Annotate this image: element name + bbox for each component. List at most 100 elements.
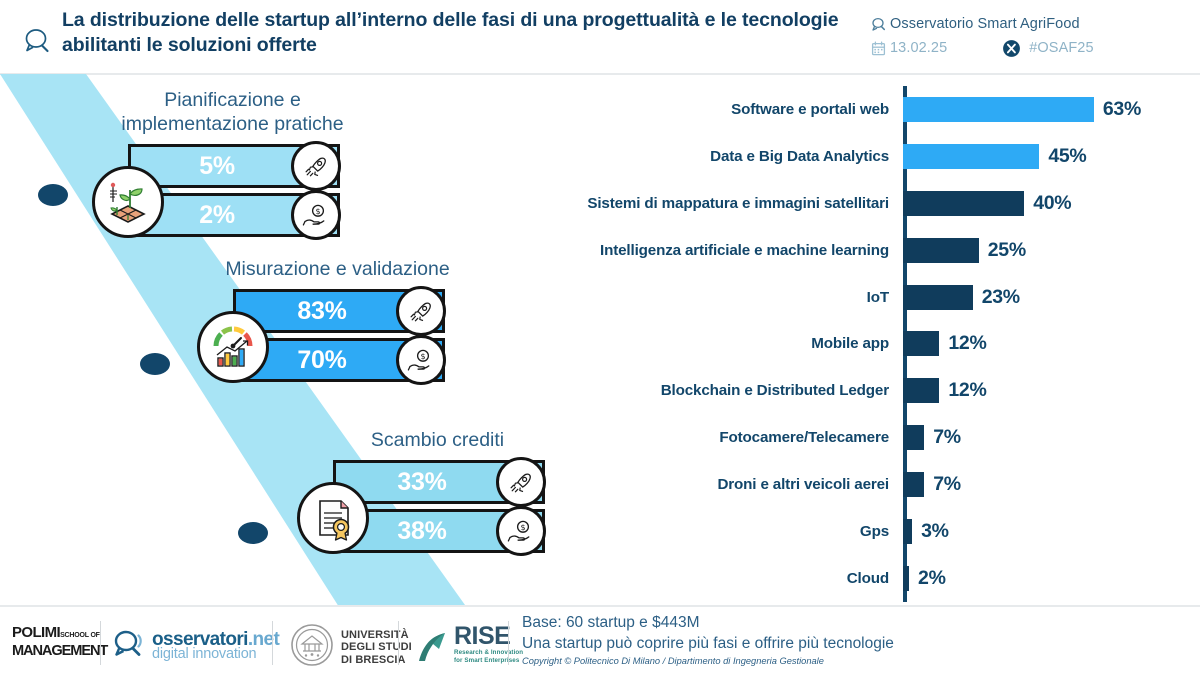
chart-bar-container: 2% <box>897 555 1195 602</box>
chart-row: Droni e altri veicoli aerei 7% <box>460 461 1195 508</box>
polimi-line1-small: SCHOOL OF <box>60 632 100 639</box>
chart-bar <box>903 378 940 404</box>
rocket-icon <box>496 457 546 507</box>
chart-bar-container: 63% <box>897 86 1195 133</box>
phase-title: Pianificazione e implementazione pratich… <box>121 89 344 135</box>
chart-category-label: Droni e altri veicoli aerei <box>717 476 889 494</box>
hand-money-icon: $ <box>396 335 446 385</box>
chart-value-label: 3% <box>921 520 949 543</box>
chart-category-label: Data e Big Data Analytics <box>710 147 889 165</box>
multi-phase-note: Una startup può coprire più fasi e offri… <box>522 635 894 652</box>
hand-money-icon: $ <box>496 506 546 556</box>
chart-value-label: 25% <box>987 238 1026 261</box>
chart-value-label: 12% <box>948 379 987 402</box>
phase-title: Scambio crediti <box>370 429 505 451</box>
chart-bar-container: 25% <box>897 227 1195 274</box>
rocket-icon <box>291 141 341 191</box>
chart-category-label: Fotocamere/Telecamere <box>719 429 889 447</box>
certificate-document-icon <box>297 482 369 554</box>
chart-bar <box>903 425 925 451</box>
chart-category-label: Intelligenza artificiale e machine learn… <box>600 241 889 259</box>
chart-category-label: Cloud <box>846 569 889 587</box>
osservatori-name: osservatori <box>152 628 248 650</box>
date-social-row: 13.02.25 #OSAF25 <box>866 36 1186 60</box>
svg-text:$: $ <box>420 352 425 361</box>
chart-value-label: 12% <box>948 332 987 355</box>
polimi-line2: MANAGEMENT <box>12 643 108 659</box>
page-footer: POLIMISCHOOL OF MANAGEMENT osservatori.n… <box>0 607 1200 678</box>
osservatori-magnifier-icon <box>20 24 54 58</box>
chart-bar-container: 7% <box>897 461 1195 508</box>
publication-date: 13.02.25 <box>890 40 948 56</box>
polimi-logo: POLIMISCHOOL OF MANAGEMENT <box>12 624 108 660</box>
phase-row-value: 5% <box>199 151 235 180</box>
phase-bars: 33% 38% $ <box>297 457 546 556</box>
x-twitter-icon <box>999 39 1023 58</box>
timeline-dot <box>140 353 170 375</box>
footer-separator <box>508 621 509 665</box>
osservatori-logo: osservatori.net digital innovation <box>110 626 280 667</box>
rise-tagline-1: Research & Innovation <box>454 649 524 656</box>
chart-category-label: Sistemi di mappatura e immagini satellit… <box>587 194 889 212</box>
unibs-line1: UNIVERSITÀ <box>341 628 409 641</box>
osservatori-suffix: .net <box>247 628 280 650</box>
header-meta: Osservatorio Smart AgriFood 13.02.25 #OS… <box>866 12 1186 60</box>
phase-bars: 5% 2% $ <box>92 141 341 240</box>
chart-row: Mobile app 12% <box>460 321 1195 368</box>
phase-row: 38% $ <box>333 506 546 556</box>
footer-divider <box>0 605 1200 607</box>
timeline-dot <box>238 522 268 544</box>
chart-bar <box>903 565 910 591</box>
magnifier-icon <box>866 16 890 33</box>
chart-value-label: 7% <box>933 473 961 496</box>
gauge-chart-icon <box>197 311 269 383</box>
osservatori-tagline: digital innovation <box>152 645 257 662</box>
footer-notes: Base: 60 startup e $443M Una startup può… <box>522 612 894 666</box>
chart-value-label: 2% <box>918 566 946 589</box>
rocket-icon <box>396 286 446 336</box>
timeline-dot <box>38 184 68 206</box>
chart-row: Blockchain e Distributed Ledger 12% <box>460 367 1195 414</box>
chart-row: Data e Big Data Analytics 45% <box>460 133 1195 180</box>
phase-row-value: 2% <box>199 200 235 229</box>
page-header: La distribuzione delle startup all’inter… <box>0 0 1200 74</box>
osservatori-magnifier-icon <box>110 626 146 667</box>
phase-row-value: 70% <box>297 345 347 374</box>
chart-bar-container: 12% <box>897 321 1195 368</box>
chart-value-label: 63% <box>1102 97 1142 120</box>
chart-category-label: Gps <box>859 523 889 541</box>
chart-value-label: 23% <box>981 285 1020 308</box>
chart-row: IoT 23% <box>460 274 1195 321</box>
phase-row: 5% <box>128 141 341 191</box>
header-divider <box>0 73 1200 75</box>
chart-bar <box>903 190 1025 216</box>
phase-title: Misurazione e validazione <box>225 258 450 280</box>
chart-row: Gps 3% <box>460 508 1195 555</box>
chart-category-label: IoT <box>866 288 889 306</box>
seedling-field-icon <box>92 166 164 238</box>
chart-bar <box>903 237 979 263</box>
polimi-line1: POLIMI <box>12 624 61 641</box>
unibs-line3: DI BRESCIA <box>341 653 406 666</box>
observatory-row: Osservatorio Smart AgriFood <box>866 12 1186 36</box>
phase-group-1: Pianificazione e implementazione pratich… <box>92 88 365 240</box>
chart-row: Software e portali web 63% <box>460 86 1195 133</box>
phase-row-value: 83% <box>297 296 347 325</box>
base-note: Base: 60 startup e $443M <box>522 614 700 631</box>
chart-bar-container: 7% <box>897 414 1195 461</box>
hashtag: #OSAF25 <box>1029 40 1094 56</box>
phase-row: 83% <box>233 286 446 336</box>
phase-row: 33% <box>333 457 546 507</box>
phase-row-value: 38% <box>397 516 447 545</box>
chart-row: Intelligenza artificiale e machine learn… <box>460 227 1195 274</box>
phase-group-3: Scambio crediti 33% 38% $ <box>297 428 570 556</box>
chart-bar <box>903 519 913 545</box>
rise-tagline-2: for Smart Enterprises <box>454 656 520 664</box>
chart-row: Sistemi di mappatura e immagini satellit… <box>460 180 1195 227</box>
chart-bar <box>903 143 1040 169</box>
chart-bar <box>903 284 973 310</box>
chart-bar-container: 12% <box>897 367 1195 414</box>
phase-bars: 83% 70% $ <box>197 286 446 385</box>
chart-category-label: Blockchain e Distributed Ledger <box>660 382 889 400</box>
hand-money-icon: $ <box>291 190 341 240</box>
